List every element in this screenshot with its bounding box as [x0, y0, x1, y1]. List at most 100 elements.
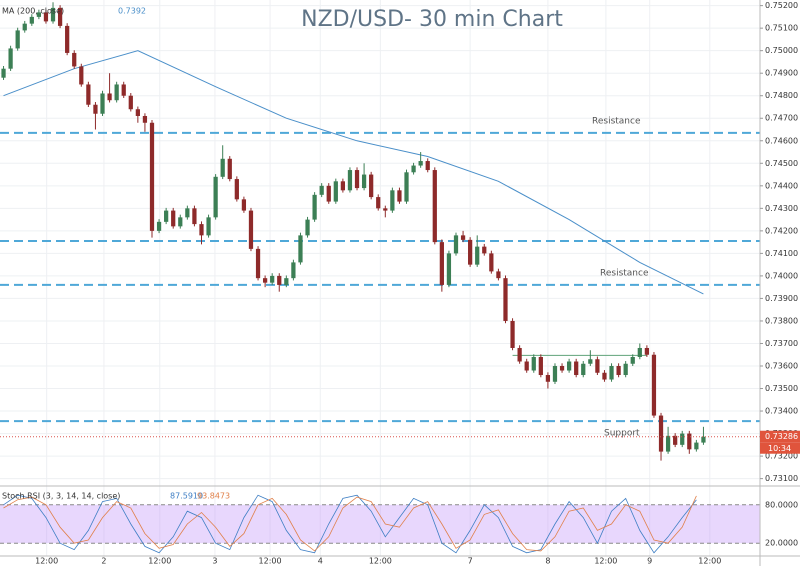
countdown-tag: [760, 442, 800, 454]
y-tick-label: 0.75200: [765, 1, 798, 10]
y-tick-label: 0.75100: [765, 24, 798, 33]
candle-body: [171, 210, 176, 227]
candle-body: [270, 275, 275, 283]
candle-body: [418, 161, 423, 166]
y-tick-label: 0.73800: [765, 316, 798, 325]
candle-body: [680, 433, 685, 445]
candle-body: [460, 235, 466, 240]
candle-body: [29, 16, 34, 24]
legend-label: Stoch RSI (3, 3, 14, 14, close): [2, 492, 120, 501]
candle-body: [475, 246, 480, 265]
candle-body: [595, 359, 600, 373]
candle-body: [185, 208, 190, 218]
stoch-line: [3, 495, 697, 552]
candle-body: [425, 161, 430, 171]
legend-value: 0.7392: [118, 7, 146, 16]
candle-body: [8, 48, 13, 69]
candle-body: [93, 104, 98, 114]
y-tick-label: 0.75000: [765, 46, 798, 55]
x-tick-label: 12:00: [594, 557, 617, 566]
candle-body: [432, 170, 437, 243]
y-tick-label: 20.0000: [765, 539, 798, 548]
candle-body: [65, 25, 70, 53]
candle-body: [482, 246, 487, 254]
x-tick-label: 12:00: [35, 557, 58, 566]
candle-body: [340, 181, 346, 191]
candle-body: [376, 197, 381, 209]
candle-body: [178, 217, 183, 227]
candle-body: [284, 278, 289, 285]
candle-body: [369, 174, 374, 198]
candle-body: [588, 359, 593, 364]
candle-body: [227, 158, 232, 180]
y-tick-label: 0.74100: [765, 249, 798, 258]
candle-body: [468, 239, 473, 265]
candle-body: [291, 262, 296, 279]
candle-body: [517, 347, 522, 362]
candle-body: [545, 375, 551, 382]
countdown-label: 10:34: [768, 444, 791, 453]
candle-body: [411, 165, 416, 173]
candle-body: [453, 235, 459, 254]
candle-body: [128, 95, 133, 110]
candle-body: [404, 172, 409, 202]
candle-body: [496, 271, 501, 279]
candle-body: [623, 363, 628, 376]
y-tick-label: 0.73500: [765, 384, 798, 393]
candle-body: [262, 278, 268, 283]
price-tag: [760, 430, 800, 443]
candle-body: [326, 185, 331, 202]
legend-value: 87.5910: [170, 492, 203, 501]
candle-body: [164, 210, 169, 222]
y-tick-label: 0.73100: [765, 474, 798, 483]
candle-body: [397, 190, 402, 202]
x-tick-label: 9: [647, 557, 652, 566]
candle-body: [383, 208, 388, 211]
candle-body: [199, 224, 204, 236]
candle-body: [333, 181, 338, 202]
candle-body: [149, 122, 155, 231]
y-tick-label: 0.74700: [765, 114, 798, 123]
candle-body: [156, 221, 162, 231]
candle-body: [559, 366, 565, 371]
y-tick-label: 0.73200: [765, 452, 798, 461]
candle-body: [36, 12, 42, 17]
candle-body: [637, 347, 642, 357]
candle-body: [673, 435, 678, 445]
candle-body: [298, 235, 303, 263]
y-tick-label: 0.73700: [765, 339, 798, 348]
level-label: Resistance: [600, 268, 649, 278]
y-tick-label: 0.74400: [765, 181, 798, 190]
chart-title: NZD/USD- 30 min Chart: [301, 7, 563, 32]
y-tick-label: 0.74300: [765, 204, 798, 213]
candle-body: [57, 7, 63, 26]
candle-body: [510, 320, 515, 348]
x-tick-label: 3: [212, 557, 217, 566]
candle-body: [574, 361, 579, 376]
candle-body: [121, 84, 126, 96]
x-tick-label: 8: [545, 557, 550, 566]
candle-body: [538, 356, 543, 376]
y-tick-label: 0.74800: [765, 91, 798, 100]
candle-body: [609, 366, 614, 380]
y-tick-label: 0.74200: [765, 226, 798, 235]
y-tick-label: 0.74900: [765, 69, 798, 78]
candle-body: [220, 158, 225, 177]
stoch-band: [0, 504, 760, 544]
candle-body: [658, 415, 664, 452]
candle-body: [701, 436, 706, 443]
y-tick-label: 0.74500: [765, 159, 798, 168]
candle-body: [100, 93, 105, 114]
candle-body: [651, 354, 657, 416]
candle-body: [616, 366, 621, 376]
candle-body: [135, 109, 140, 116]
candle-body: [694, 442, 699, 450]
candle-body: [552, 366, 558, 382]
candle-body: [665, 435, 671, 452]
candle-body: [107, 93, 112, 101]
candle-body: [142, 115, 148, 123]
candle-body: [361, 174, 367, 189]
y-tick-label: 0.73400: [765, 407, 798, 416]
candle-body: [86, 84, 91, 105]
